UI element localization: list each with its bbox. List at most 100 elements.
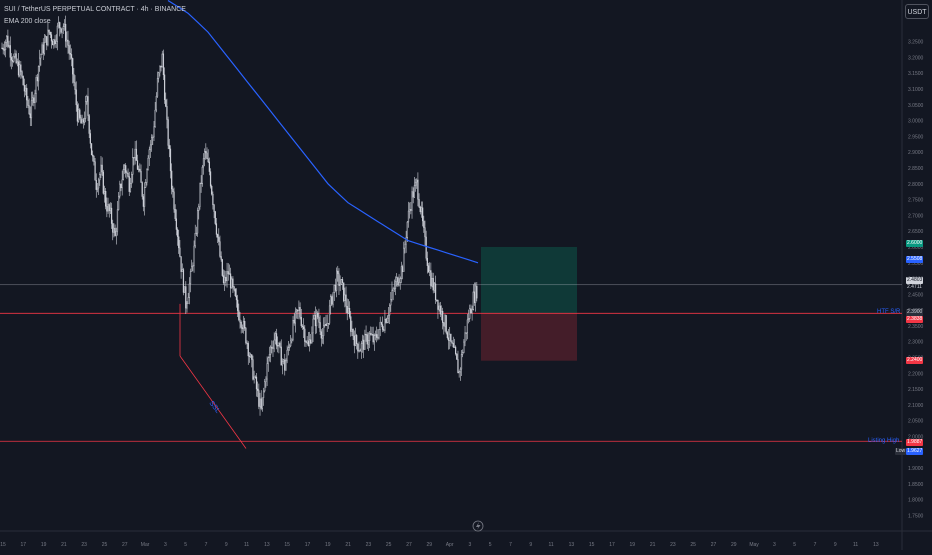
bull-candle xyxy=(147,158,149,170)
target-zone xyxy=(481,246,577,314)
bull-candle xyxy=(273,339,275,349)
bear-candle xyxy=(381,324,384,330)
bull-candle xyxy=(40,54,42,59)
current-price-tag-b: 2.4711 xyxy=(906,284,923,291)
y-tick-label: 2.6000 xyxy=(908,245,924,251)
bull-candle xyxy=(285,360,287,371)
bear-candle xyxy=(160,65,162,68)
bear-candle xyxy=(345,294,347,307)
bull-candle xyxy=(249,354,252,357)
bull-candle xyxy=(188,283,190,298)
bull-candle xyxy=(371,334,373,336)
bull-candle xyxy=(294,311,296,324)
bull-candle xyxy=(391,290,393,300)
x-tick-label: Mar xyxy=(141,542,150,548)
bull-candle xyxy=(196,210,199,234)
indicator-legend[interactable]: EMA 200 close xyxy=(4,18,51,25)
x-tick-label: 21 xyxy=(61,542,67,548)
bull-candle xyxy=(264,381,266,392)
bear-candle xyxy=(310,339,312,344)
bear-candle xyxy=(239,319,241,323)
bear-candle xyxy=(54,39,56,45)
bull-candle xyxy=(156,78,159,97)
bull-candle xyxy=(431,278,433,287)
bear-candle xyxy=(217,234,219,238)
ssl-line xyxy=(179,355,247,449)
bull-candle xyxy=(116,209,119,232)
x-tick-label: May xyxy=(749,542,759,548)
bear-candle xyxy=(94,161,96,181)
bull-candle xyxy=(262,390,265,398)
bull-candle xyxy=(354,335,357,346)
x-tick-label: 25 xyxy=(690,542,696,548)
x-tick-label: 13 xyxy=(264,542,270,548)
ema-200-line xyxy=(167,0,479,264)
bull-candle xyxy=(57,22,60,27)
bull-candle xyxy=(53,39,55,46)
bear-candle xyxy=(251,354,253,360)
bear-candle xyxy=(69,52,71,55)
bear-candle xyxy=(73,73,75,83)
bull-candle xyxy=(202,158,205,168)
bull-candle xyxy=(265,378,267,382)
bull-candle xyxy=(420,207,423,213)
currency-button[interactable]: USDT xyxy=(905,4,929,19)
bear-candle xyxy=(20,64,22,72)
bear-candle xyxy=(284,359,286,371)
ema-price-tag: 2.5508 xyxy=(906,256,924,263)
bear-candle xyxy=(232,278,234,287)
bear-candle xyxy=(275,333,278,346)
bear-candle xyxy=(341,279,344,283)
y-tick-label: 1.9000 xyxy=(908,466,924,472)
y-tick-label: 3.2500 xyxy=(908,40,924,46)
bull-candle xyxy=(30,100,33,119)
low-label-tag: Low xyxy=(895,448,907,455)
bull-candle xyxy=(195,232,198,235)
bear-candle xyxy=(163,74,166,100)
bull-candle xyxy=(96,187,99,190)
bull-candle xyxy=(472,291,474,310)
bear-candle xyxy=(247,343,249,357)
bear-candle xyxy=(385,319,387,323)
bull-candle xyxy=(24,87,27,92)
y-tick-label: 3.0000 xyxy=(908,119,924,125)
bull-candle xyxy=(440,310,443,315)
entry-price-tag-b: 2.3838 xyxy=(906,316,924,323)
bull-candle xyxy=(204,151,206,159)
bull-candle xyxy=(189,271,192,285)
bear-candle xyxy=(244,320,246,329)
bull-candle xyxy=(146,169,148,183)
bull-candle xyxy=(266,363,268,380)
bull-candle xyxy=(469,308,471,319)
bear-candle xyxy=(166,106,168,120)
bull-candle xyxy=(463,341,465,353)
bear-candle xyxy=(28,105,30,114)
bear-candle xyxy=(343,282,345,301)
y-tick-label: 2.9500 xyxy=(908,134,924,140)
y-tick-label: 3.1000 xyxy=(908,87,924,93)
bull-candle xyxy=(35,77,37,94)
y-tick-label: 2.7000 xyxy=(908,213,924,219)
bear-candle xyxy=(180,256,182,272)
bear-candle xyxy=(372,334,374,343)
bull-candle xyxy=(226,271,228,282)
x-tick-label: 5 xyxy=(489,542,492,548)
bear-candle xyxy=(219,241,221,257)
bull-candle xyxy=(121,179,123,189)
bear-candle xyxy=(357,343,359,352)
bull-candle xyxy=(151,137,153,146)
bear-candle xyxy=(59,22,61,29)
bear-candle xyxy=(211,185,213,195)
symbol-title: SUI / TetherUS PERPETUAL CONTRACT · 4h ·… xyxy=(4,6,186,13)
bear-candle xyxy=(74,82,76,90)
bear-candle xyxy=(348,308,351,317)
bear-candle xyxy=(319,322,321,332)
htf-sr-label: HTF S/R xyxy=(877,309,901,315)
bear-candle xyxy=(452,342,454,348)
bull-candle xyxy=(449,333,451,341)
bear-candle xyxy=(353,335,355,346)
bear-candle xyxy=(112,223,114,233)
bear-candle xyxy=(426,257,428,266)
